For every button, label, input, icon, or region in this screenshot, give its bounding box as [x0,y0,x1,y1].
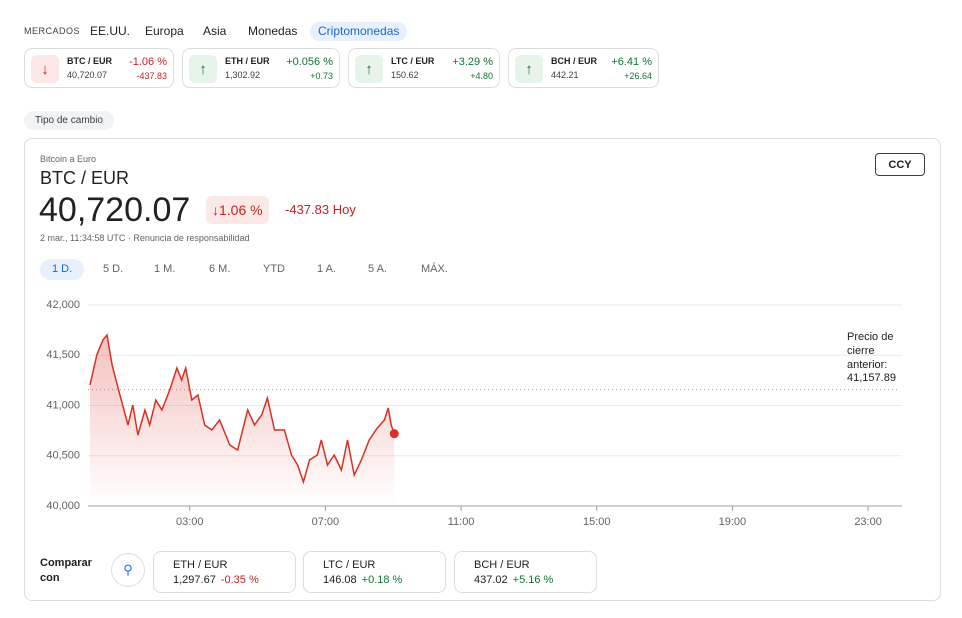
x-tick-label: 07:00 [312,516,340,528]
delta: +4.80 [470,71,493,81]
x-tick-label: 11:00 [448,516,475,528]
change: +5.16 % [512,574,554,586]
pair: LTC / EUR [391,56,435,66]
price: 40,720.07 [67,70,108,80]
x-tick-label: 15:00 [583,516,611,528]
price: 150.62 [391,70,419,80]
range-tab[interactable]: YTD [263,263,285,275]
markets-label: MERCADOS [24,26,81,36]
y-tick-label: 41,500 [46,349,80,361]
chip[interactable]: Tipo de cambio [24,111,114,130]
range-tab[interactable]: 1 D. [40,259,85,280]
area [90,335,395,506]
ccy-button[interactable]: CCY [875,153,925,176]
tab[interactable]: Asia [203,24,227,38]
range-tab[interactable]: 6 M. [209,263,231,275]
x-tick-label: 03:00 [176,516,204,528]
price: 40,720.07 [39,191,191,229]
compare-card[interactable]: BCH / EUR 437.02 +5.16 % [454,551,597,593]
delta: -437.83 Hoy [285,202,356,217]
range-tab[interactable]: MÁX. [421,263,448,275]
tab[interactable]: EE.UU. [90,24,131,38]
y-tick-label: 42,000 [46,299,80,311]
search-button[interactable]: ⚲ [111,553,145,587]
pair: ETH / EUR [225,56,270,66]
range-tab[interactable]: 5 D. [103,263,124,275]
y-tick-label: 41,000 [46,399,80,411]
subtitle: Bitcoin a Euro [40,154,97,164]
ref-text: Precio de cierre anterior: [847,331,894,371]
arrow-icon: ↑ [189,55,217,83]
ticker[interactable]: ↑ BCH / EUR 442.21 +6.41 % +26.64 [508,48,659,88]
price-row: 1,297.67 -0.35 % [173,574,259,586]
arrow-icon: ↑ [355,55,383,83]
end-dot [389,429,399,439]
pair: BCH / EUR [551,56,598,66]
delta: +0.73 [310,71,333,81]
pair: BTC / EUR [67,56,112,66]
change: +3.29 % [452,56,493,68]
price-row: 146.08 +0.18 % [323,574,402,586]
x-tick-label: 19:00 [719,516,747,528]
change: 1.06 % [219,202,263,218]
y-tick-label: 40,500 [46,450,80,462]
arrow-icon: ↓ [31,55,59,83]
pair-title: BTC / EUR [40,168,130,188]
range-tab[interactable]: 1 A. [317,263,336,275]
card [24,138,941,601]
price-row: 437.02 +5.16 % [474,574,553,586]
ticker[interactable]: ↓ BTC / EUR 40,720.07 -1.06 % -437.83 [24,48,174,88]
compare-card[interactable]: ETH / EUR 1,297.67 -0.35 % [153,551,296,593]
arrow-icon: ↑ [515,55,543,83]
ticker[interactable]: ↑ ETH / EUR 1,302.92 +0.056 % +0.73 [182,48,340,88]
change: -1.06 % [129,56,167,68]
range-tab[interactable]: 5 A. [368,263,387,275]
ref-value: 41,157.89 [847,372,896,384]
price: 442.21 [551,70,579,80]
compare-card[interactable]: LTC / EUR 146.08 +0.18 % [303,551,446,593]
timestamp: 2 mar., 11:34:58 UTC · Renuncia de respo… [40,233,250,243]
delta: -437.83 [136,71,167,81]
y-tick-label: 40,000 [46,500,80,512]
delta: +26.64 [624,71,652,81]
range-tab[interactable]: 1 M. [154,263,176,275]
tab[interactable]: Criptomonedas [310,22,408,41]
price: 437.02 [474,574,508,586]
change: +0.056 % [286,56,333,68]
change: +6.41 % [611,56,652,68]
tab[interactable]: Europa [145,24,184,38]
price: 1,297.67 [173,574,216,586]
pair: ETH / EUR [173,559,228,571]
tab[interactable]: Monedas [248,24,298,38]
line [89,333,396,485]
change: -0.35 % [220,574,259,586]
compare-label: Comparar con [40,557,92,584]
x-tick-label: 23:00 [854,516,882,528]
change: +0.18 % [361,574,403,586]
pair: LTC / EUR [323,559,376,571]
change-chip: ↓1.06 % [206,196,269,224]
price: 1,302.92 [225,70,261,80]
pair: BCH / EUR [474,559,530,571]
price: 146.08 [323,574,357,586]
ticker[interactable]: ↑ LTC / EUR 150.62 +3.29 % +4.80 [348,48,500,88]
